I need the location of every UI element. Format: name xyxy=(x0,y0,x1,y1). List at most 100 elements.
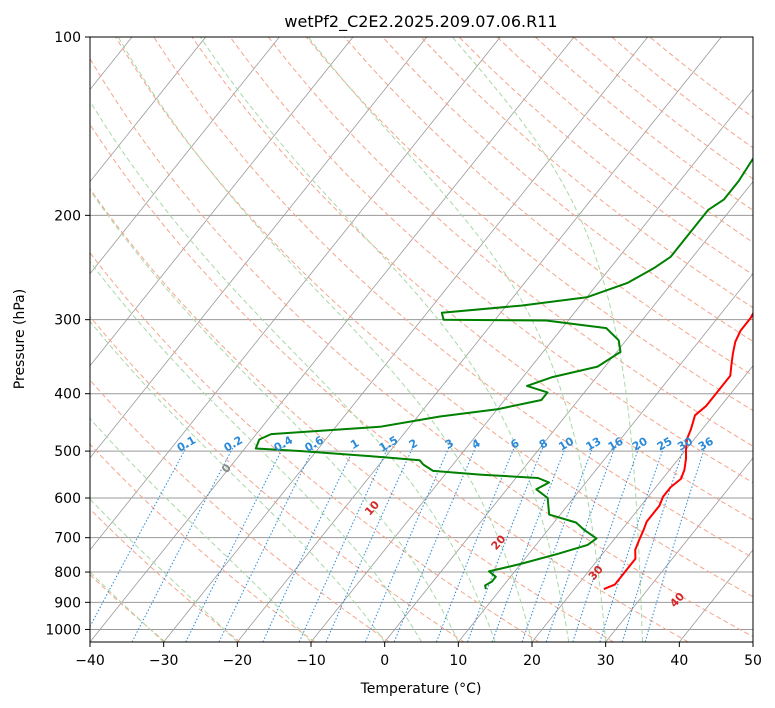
moist-adiabat-line xyxy=(90,189,459,642)
y-tick-label: 600 xyxy=(54,491,81,507)
dry-adiabat-line xyxy=(649,37,753,118)
moist-adiabat-label: 30 xyxy=(586,563,606,583)
y-tick-label: 500 xyxy=(54,444,81,460)
isotherm-line xyxy=(531,365,753,642)
dry-adiabat-line xyxy=(90,508,241,642)
isotherm-line xyxy=(752,641,753,642)
mixing-ratio-line xyxy=(545,445,616,642)
mixing-ratio-line xyxy=(218,445,315,642)
mixing-ratio-line xyxy=(185,445,285,642)
mixing-ratio-label: 4 xyxy=(470,436,483,451)
isotherm-line xyxy=(90,37,575,642)
y-tick-label: 800 xyxy=(54,565,81,581)
y-axis-label: Pressure (hPa) xyxy=(12,289,28,389)
dry-adiabat-line xyxy=(90,443,315,642)
isotherm-line xyxy=(310,88,753,642)
moist-adiabat-line xyxy=(199,37,570,642)
dry-adiabat-line xyxy=(90,123,689,642)
dewpoint-line xyxy=(254,156,753,590)
dry-adiabat-line xyxy=(382,37,753,343)
moist-adiabat-line xyxy=(90,320,386,642)
dry-adiabat-line xyxy=(229,37,753,484)
y-tick-label: 1000 xyxy=(45,622,81,638)
dry-adiabat-line xyxy=(90,252,540,642)
moist-adiabat-label: 40 xyxy=(667,590,687,610)
mixing-ratio-label: 3 xyxy=(443,437,456,452)
isotherm-line xyxy=(679,549,753,642)
y-axis-ticks: 100 200 300 400 500 600 700 800 900 1000 xyxy=(45,30,90,638)
x-tick-label: 50 xyxy=(744,653,762,669)
dry-adiabat-line xyxy=(420,37,753,309)
mixing-ratio-line xyxy=(621,445,686,642)
mixing-ratio-label: 1 xyxy=(348,437,361,452)
mixing-ratio-line xyxy=(325,445,414,642)
y-tick-label: 300 xyxy=(54,313,81,329)
isotherm-line xyxy=(90,37,280,275)
dry-adiabat-line xyxy=(90,315,465,642)
moist-adiabat-line xyxy=(90,498,238,642)
temperature-line xyxy=(603,271,753,591)
dry-adiabat-line xyxy=(90,57,753,638)
isotherm-line xyxy=(237,37,722,642)
mixing-ratio-line xyxy=(262,445,356,642)
moist-adiabat-label: 10 xyxy=(362,498,382,518)
y-tick-label: 100 xyxy=(54,30,81,46)
x-tick-label: −40 xyxy=(75,653,105,669)
y-tick-label: 400 xyxy=(54,387,81,403)
isotherm-line xyxy=(605,457,753,642)
x-tick-label: 30 xyxy=(597,653,615,669)
mixing-ratio-line xyxy=(644,445,706,642)
mixing-ratio-line xyxy=(90,445,188,628)
mixing-ratio-line xyxy=(599,445,665,642)
x-tick-label: 10 xyxy=(449,653,467,669)
mixing-ratio-line xyxy=(364,445,451,642)
profile-lines xyxy=(254,156,753,591)
x-tick-label: −30 xyxy=(149,653,179,669)
mixing-ratio-label: 2 xyxy=(407,437,420,452)
x-tick-label: 40 xyxy=(670,653,688,669)
x-axis-label: Temperature (°C) xyxy=(360,681,482,697)
mixing-ratio-line xyxy=(435,445,516,642)
dry-adiabat-line xyxy=(344,37,753,377)
mixing-ratio-label: 6 xyxy=(508,436,521,451)
mixing-ratio-line xyxy=(521,445,594,642)
moist-adiabat-line xyxy=(90,260,422,642)
x-axis-ticks: −40 −30 −20 −10 0 10 20 30 40 50 xyxy=(75,642,762,669)
moist-adiabat-line xyxy=(117,37,533,642)
mixing-ratio-line xyxy=(393,445,477,642)
isotherm-line xyxy=(90,37,427,459)
dry-adiabat-line xyxy=(153,37,753,559)
mixing-ratio-line xyxy=(467,445,544,642)
line-labels: 0.10.20.40.611.52346810131620253036-100-… xyxy=(175,433,716,610)
background-lines xyxy=(0,37,753,642)
isotherm-line xyxy=(458,273,753,642)
x-tick-label: 0 xyxy=(380,653,389,669)
isotherm-line xyxy=(90,37,206,183)
dry-adiabat-line xyxy=(90,188,614,642)
x-tick-label: 20 xyxy=(523,653,541,669)
moist-adiabat-line xyxy=(451,37,643,642)
dry-adiabat-line xyxy=(90,379,390,642)
isotherm-line xyxy=(90,37,354,367)
mixing-ratio-line xyxy=(131,445,235,642)
isotherm-line xyxy=(163,37,648,642)
moist-adiabat-line xyxy=(90,417,312,642)
x-tick-label: −10 xyxy=(296,653,326,669)
dry-adiabat-line xyxy=(535,37,753,211)
moist-adiabat-line xyxy=(307,37,607,642)
y-tick-label: 900 xyxy=(54,595,81,611)
dry-adiabat-line xyxy=(191,37,753,521)
isotherm-line xyxy=(384,180,753,642)
mixing-ratio-line xyxy=(572,445,640,642)
isotherm-line xyxy=(90,37,501,551)
y-tick-label: 200 xyxy=(54,208,81,224)
moist-adiabat-label: 20 xyxy=(489,532,509,552)
isotherm-line xyxy=(0,37,58,642)
x-tick-label: −20 xyxy=(223,653,253,669)
dry-adiabat-line xyxy=(267,37,753,447)
plot-frame xyxy=(89,36,754,643)
mixing-ratio-line xyxy=(491,445,567,642)
y-tick-label: 700 xyxy=(54,531,81,547)
dry-adiabat-line xyxy=(115,37,753,598)
